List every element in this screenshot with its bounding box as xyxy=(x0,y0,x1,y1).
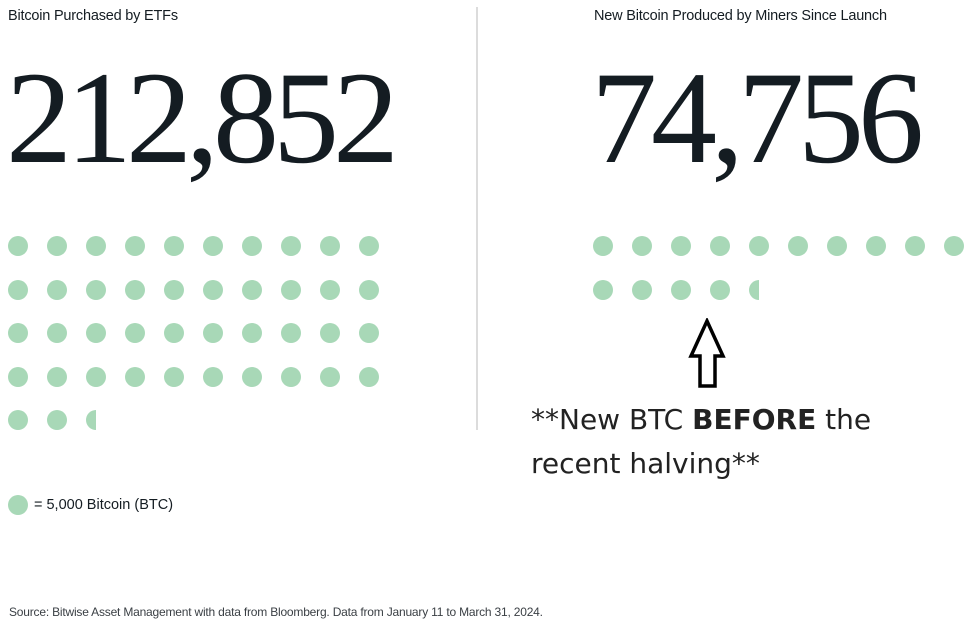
btc-dot xyxy=(320,236,340,256)
btc-dot xyxy=(632,236,652,256)
up-arrow-icon xyxy=(688,318,726,388)
halving-annotation: **New BTC BEFORE the recent halving** xyxy=(531,398,951,486)
btc-dot xyxy=(242,366,262,387)
btc-dot xyxy=(671,279,691,300)
btc-dot xyxy=(710,236,730,256)
annotation-suffix: the xyxy=(816,403,872,436)
btc-dot xyxy=(8,323,28,343)
btc-dot xyxy=(242,236,262,256)
btc-dot xyxy=(320,366,340,387)
miners-panel-title: New Bitcoin Produced by Miners Since Lau… xyxy=(594,8,887,24)
btc-dot xyxy=(281,323,301,343)
btc-dot xyxy=(203,366,223,387)
btc-dot xyxy=(866,236,886,256)
btc-dot xyxy=(905,236,925,256)
btc-dot xyxy=(125,366,145,387)
btc-dot xyxy=(320,279,340,300)
panel-divider xyxy=(476,7,478,430)
btc-dot xyxy=(593,236,613,256)
btc-dot xyxy=(359,366,379,387)
btc-dot xyxy=(749,279,759,300)
source-note: Source: Bitwise Asset Management with da… xyxy=(9,605,543,619)
annotation-line2: recent halving** xyxy=(531,447,760,480)
btc-dot xyxy=(281,279,301,300)
legend-dot-icon xyxy=(8,495,28,515)
btc-dot xyxy=(47,236,67,256)
btc-dot xyxy=(749,236,769,256)
btc-dot xyxy=(47,366,67,387)
btc-dot xyxy=(320,323,340,343)
btc-dot xyxy=(164,366,184,387)
etf-panel-title: Bitcoin Purchased by ETFs xyxy=(8,8,178,24)
btc-dot xyxy=(203,236,223,256)
btc-dot xyxy=(164,323,184,343)
annotation-bold-word: BEFORE xyxy=(692,403,817,436)
btc-dot xyxy=(203,279,223,300)
btc-dot xyxy=(8,366,28,387)
btc-dot xyxy=(359,323,379,343)
btc-dot xyxy=(86,323,106,343)
btc-dot xyxy=(944,236,964,256)
miners-btc-value: 74,756 xyxy=(591,44,924,191)
btc-dot xyxy=(8,279,28,300)
btc-dot xyxy=(8,410,28,430)
btc-dot xyxy=(125,279,145,300)
btc-dot xyxy=(47,410,67,430)
btc-dot xyxy=(788,236,808,256)
btc-dot xyxy=(281,366,301,387)
btc-dot xyxy=(86,279,106,300)
btc-dot xyxy=(86,366,106,387)
legend-label: = 5,000 Bitcoin (BTC) xyxy=(34,497,174,513)
btc-dot xyxy=(125,323,145,343)
btc-dot xyxy=(281,236,301,256)
legend: = 5,000 Bitcoin (BTC) xyxy=(8,495,173,515)
btc-dot xyxy=(164,236,184,256)
btc-dot xyxy=(242,279,262,300)
btc-dot xyxy=(242,323,262,343)
btc-dot xyxy=(47,279,67,300)
btc-dot xyxy=(710,279,730,300)
btc-dot xyxy=(671,236,691,256)
etf-btc-value: 212,852 xyxy=(6,44,399,191)
btc-dot xyxy=(632,279,652,300)
btc-dot xyxy=(359,236,379,256)
btc-dot xyxy=(164,279,184,300)
btc-dot xyxy=(203,323,223,343)
btc-dot xyxy=(827,236,847,256)
annotation-prefix: **New BTC xyxy=(531,403,693,436)
btc-dot xyxy=(47,323,67,343)
btc-dot xyxy=(125,236,145,256)
btc-dot xyxy=(359,279,379,300)
btc-dot xyxy=(86,236,106,256)
btc-dot xyxy=(86,410,96,430)
btc-dot xyxy=(593,279,613,300)
btc-dot xyxy=(8,236,28,256)
